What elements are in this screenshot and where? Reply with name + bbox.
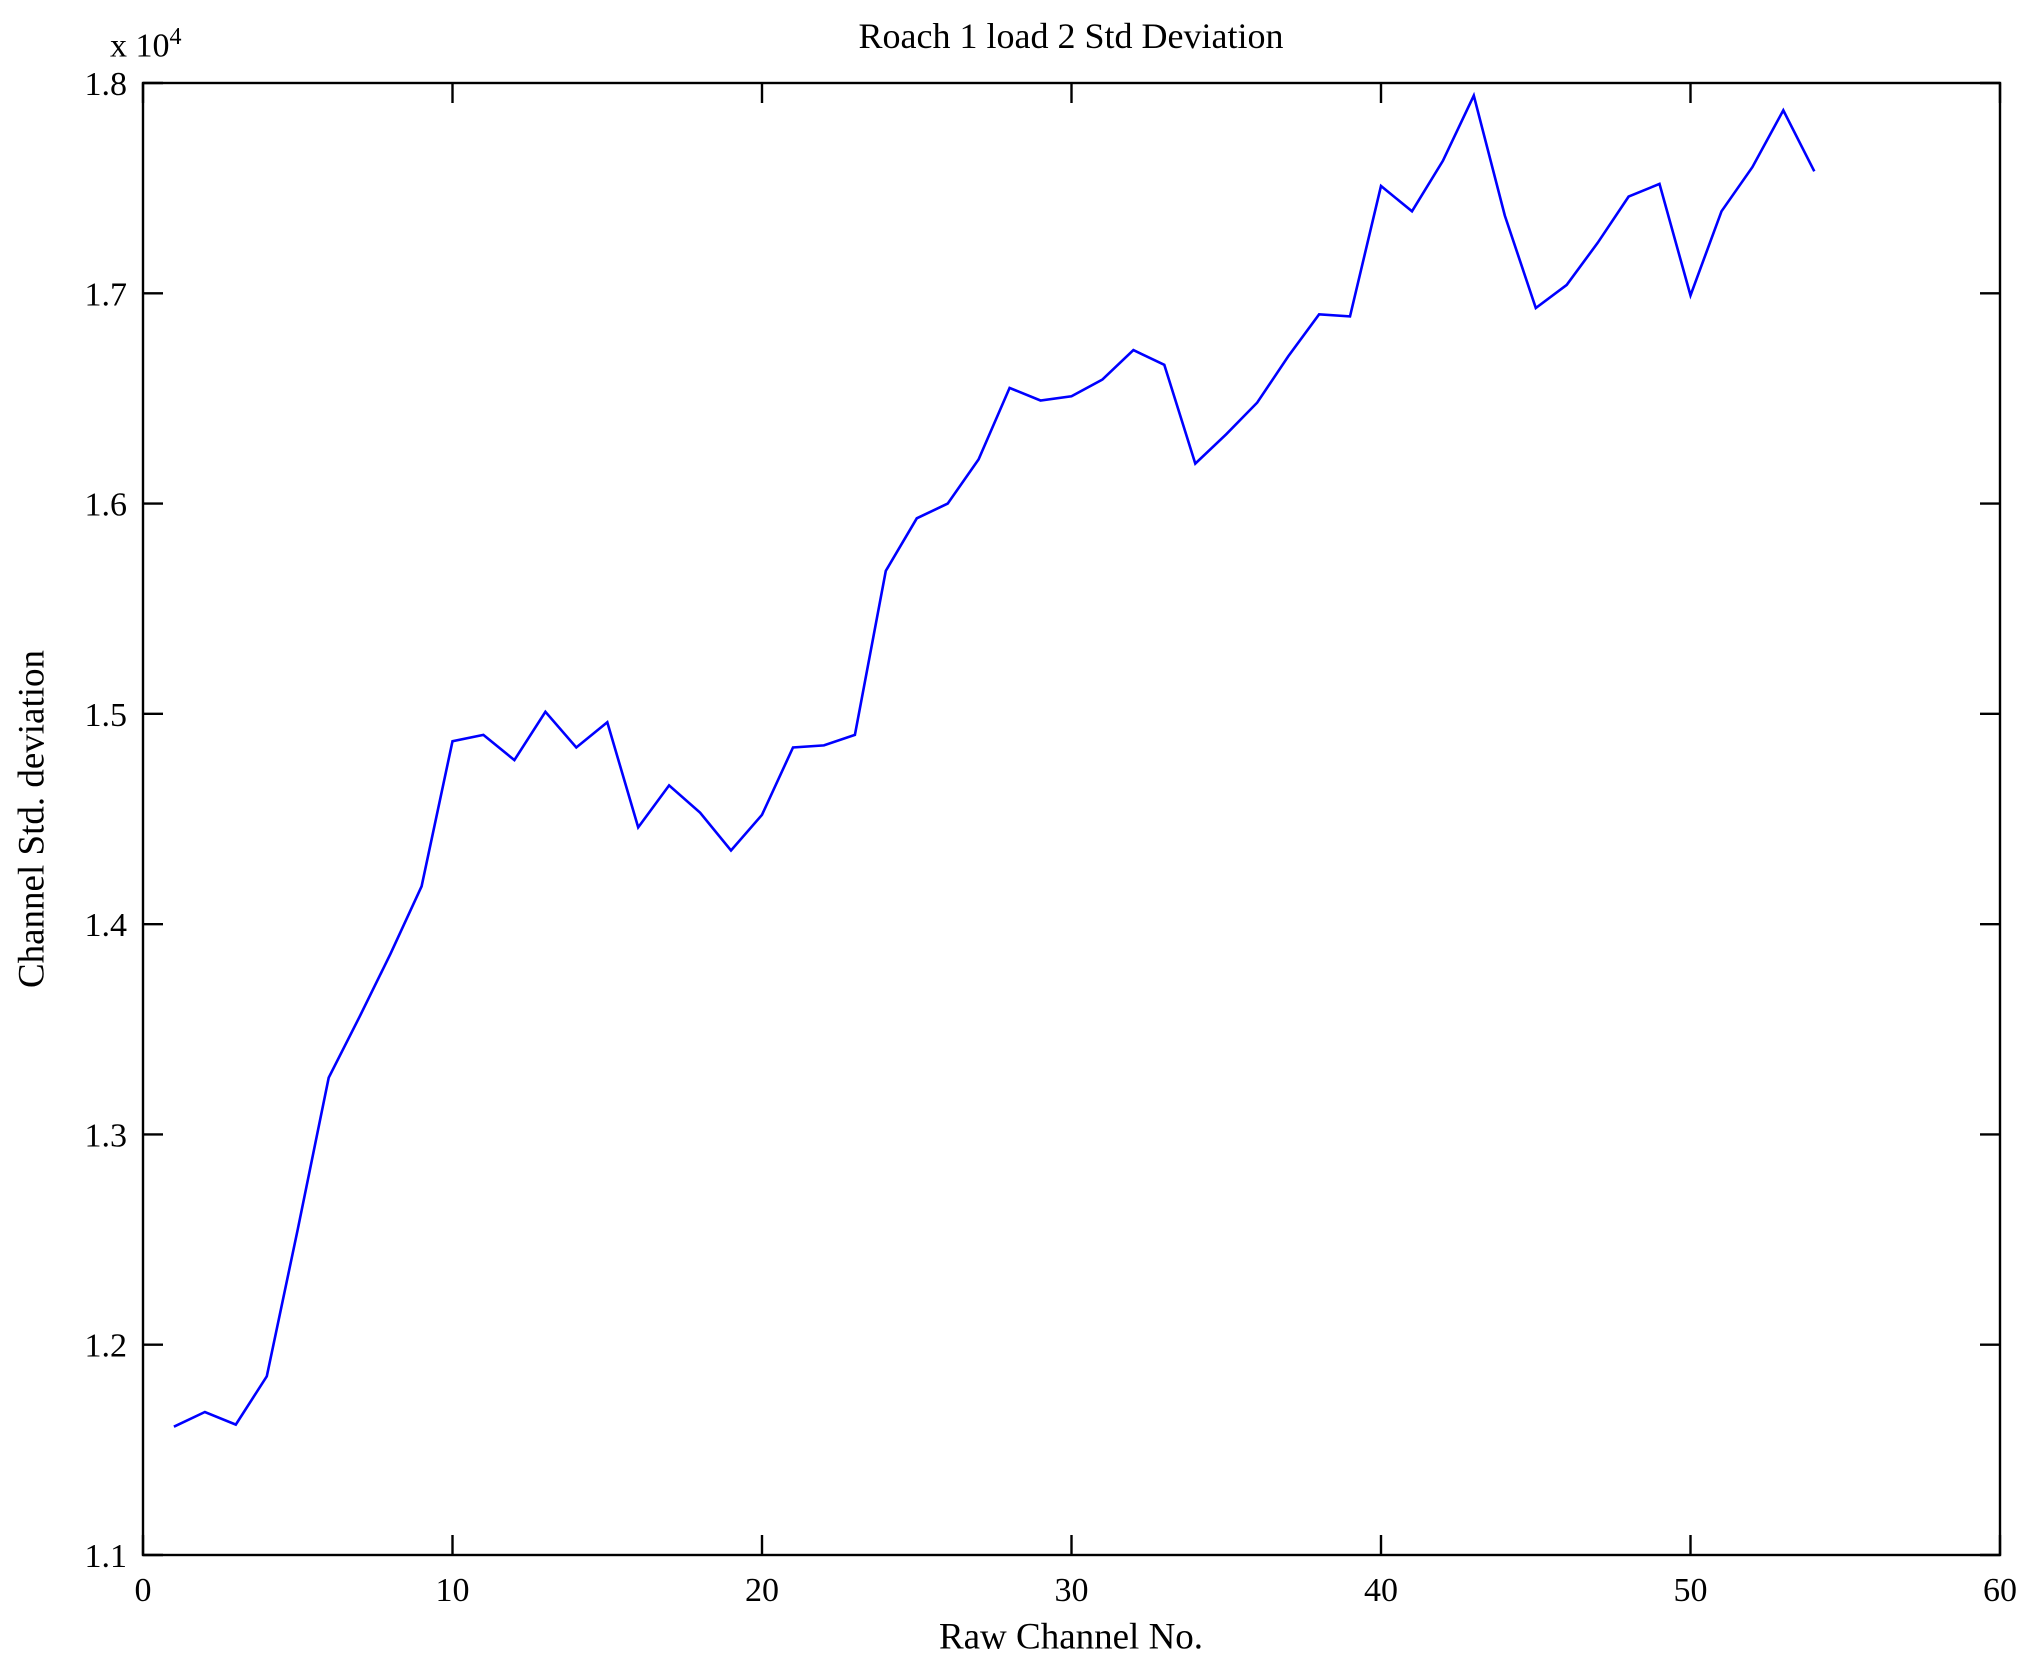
x-tick-label: 10 — [436, 1572, 470, 1609]
y-tick-label: 1.2 — [85, 1328, 128, 1365]
y-tick-label: 1.5 — [85, 697, 128, 734]
chart-title: Roach 1 load 2 Std Deviation — [858, 16, 1284, 56]
y-tick-label: 1.3 — [85, 1117, 128, 1154]
x-tick-label: 40 — [1364, 1572, 1398, 1609]
data-line — [173, 91, 1816, 1428]
x-tick-label: 60 — [1983, 1572, 2017, 1609]
x-tick-label: 0 — [135, 1572, 152, 1609]
x-axis-label: Raw Channel No. — [938, 1616, 1204, 1658]
axis-frame — [141, 81, 2002, 1557]
y-tick-label: 1.6 — [85, 487, 128, 524]
y-tick-label: 1.4 — [85, 907, 128, 944]
y-axis-label: Channel Std. deviation — [11, 649, 53, 989]
x-tick-label: 20 — [745, 1572, 779, 1609]
y-axis-multiplier-base: x 10 — [110, 27, 170, 65]
x-tick-label: 50 — [1674, 1572, 1708, 1609]
y-tick-label: 1.8 — [85, 66, 128, 103]
y-axis-multiplier: x 104 — [110, 24, 182, 65]
y-tick-label: 1.1 — [85, 1538, 128, 1575]
x-tick-label: 30 — [1055, 1572, 1089, 1609]
y-tick-label: 1.7 — [85, 276, 128, 313]
y-axis-multiplier-exponent: 4 — [169, 24, 182, 50]
